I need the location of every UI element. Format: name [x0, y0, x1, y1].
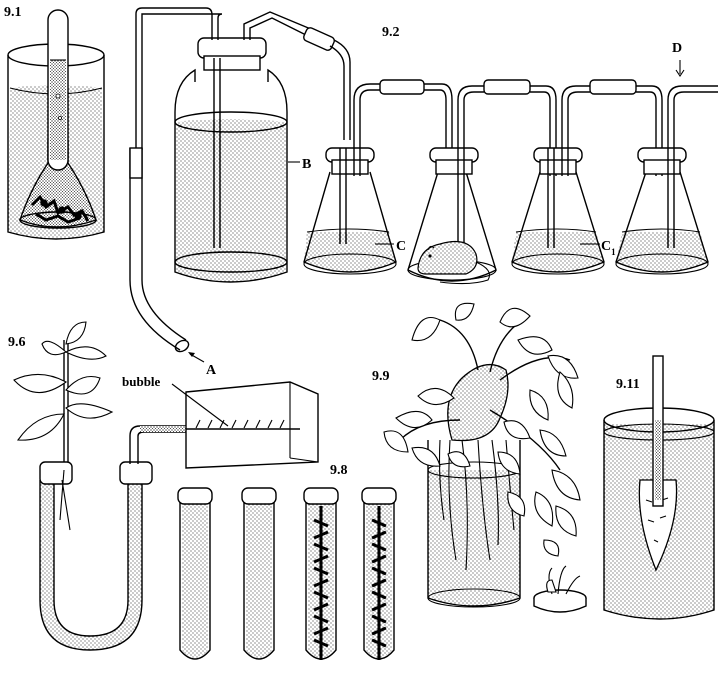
- test-tube-3-with-plant: [303, 487, 339, 660]
- test-tube-1: [177, 487, 213, 660]
- test-tube-4-with-plant: [361, 487, 397, 660]
- figure-9-6-u-tube-potometer: bubble 9.6: [8, 321, 319, 651]
- label-a: A: [206, 363, 217, 378]
- figure-9-1-beaker-funnel: 9.1: [4, 5, 105, 240]
- cut-tuber-piece: [533, 565, 587, 613]
- label-b: B: [302, 157, 311, 172]
- tuber: [447, 363, 509, 442]
- carrot: [638, 479, 678, 572]
- figure-9-8-test-tubes: 9.8: [177, 463, 397, 660]
- figure-9-11-carrot-beaker: 9.11: [603, 355, 715, 620]
- label-d: D: [672, 41, 682, 56]
- label-c1: C1: [601, 239, 616, 257]
- conical-flask-with-mouse: [407, 85, 497, 285]
- figure-9-2-respiration-apparatus: A B C: [129, 7, 718, 378]
- sweet-potato-foliage-icon: [383, 302, 581, 557]
- mouse-icon: [417, 241, 491, 285]
- figure-label: 9.1: [4, 5, 22, 20]
- figure-label: 9.8: [330, 463, 348, 478]
- conical-flask-c: C: [303, 83, 406, 275]
- figure-label: 9.11: [616, 377, 640, 392]
- figure-label: 9.6: [8, 335, 26, 350]
- conical-flask-c1: C1: [511, 85, 616, 275]
- figure-9-9-sweet-potato-jar: 9.9: [372, 302, 587, 613]
- conical-flask-d: D: [615, 41, 718, 275]
- figure-label: 9.2: [382, 25, 400, 40]
- bubble-label: bubble: [122, 374, 161, 389]
- figure-label: 9.9: [372, 369, 390, 384]
- label-c: C: [396, 239, 406, 254]
- roots: [438, 439, 515, 571]
- test-tube-2: [241, 487, 277, 660]
- seedling-plant-icon: [13, 321, 114, 531]
- scale-ticks: [195, 419, 285, 429]
- water-plant-icon: [30, 194, 90, 224]
